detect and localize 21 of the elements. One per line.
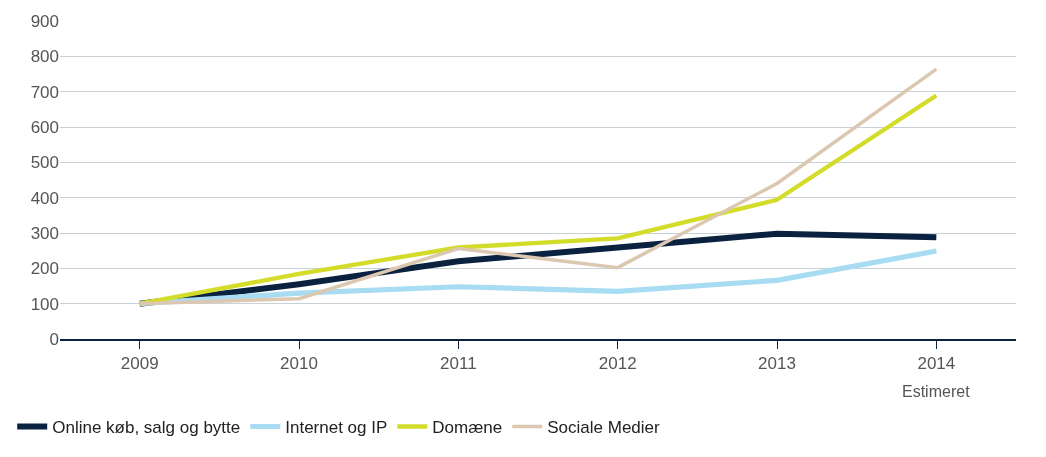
y-tick-label: 0	[49, 329, 59, 349]
legend-label: Sociale Medier	[547, 418, 661, 438]
y-tick-label: 200	[30, 259, 59, 279]
y-tick-label: 600	[30, 117, 59, 137]
x-tick-label: 2014	[917, 354, 956, 374]
legend-label: Online køb, salg og bytte	[52, 418, 241, 438]
y-tick-label: 900	[30, 11, 59, 31]
x-tick-label: 2013	[758, 354, 796, 374]
y-tick-label: 500	[30, 153, 59, 173]
legend-label: Internet og IP	[285, 418, 388, 438]
x-tick-label: 2010	[280, 354, 318, 374]
legend-label: Domæne	[432, 418, 503, 438]
y-tick-label: 400	[30, 188, 59, 208]
y-tick-label: 700	[30, 82, 59, 102]
y-tick-label: 100	[30, 294, 59, 314]
x-tick-label: 2009	[120, 354, 159, 374]
y-tick-label: 300	[30, 223, 59, 243]
y-tick-label: 800	[30, 47, 59, 67]
x-tick-label: 2012	[598, 354, 637, 374]
text: Estimeret	[902, 383, 971, 400]
x-tick-label: 2011	[440, 354, 477, 374]
